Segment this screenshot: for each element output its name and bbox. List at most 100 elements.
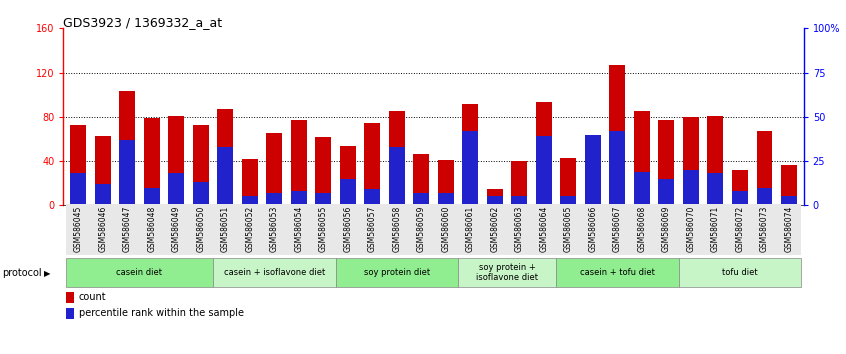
Bar	[438, 193, 453, 205]
Text: GSM586055: GSM586055	[319, 206, 327, 252]
Text: ▶: ▶	[44, 269, 51, 278]
Bar	[536, 136, 552, 205]
Bar	[95, 136, 111, 205]
Text: GSM586065: GSM586065	[564, 206, 573, 252]
Bar	[365, 124, 380, 205]
Text: GSM586053: GSM586053	[270, 206, 278, 252]
Bar	[756, 188, 772, 205]
Bar	[266, 193, 283, 205]
FancyBboxPatch shape	[556, 258, 678, 287]
Bar	[340, 145, 356, 205]
Text: GSM586069: GSM586069	[662, 206, 671, 252]
Text: GDS3923 / 1369332_a_at: GDS3923 / 1369332_a_at	[63, 16, 222, 29]
Bar	[560, 196, 576, 205]
Bar	[217, 109, 233, 205]
Text: GSM586060: GSM586060	[442, 206, 450, 252]
Text: GSM586073: GSM586073	[760, 206, 769, 252]
Bar	[168, 173, 184, 205]
Bar	[609, 65, 625, 205]
Bar	[536, 102, 552, 205]
Bar	[511, 161, 527, 205]
Bar	[389, 111, 404, 205]
Text: GSM586045: GSM586045	[74, 206, 83, 252]
Text: GSM586046: GSM586046	[98, 206, 107, 252]
Bar	[193, 125, 209, 205]
Text: GSM586058: GSM586058	[393, 206, 401, 252]
Text: GSM586064: GSM586064	[540, 206, 548, 252]
Bar	[119, 91, 135, 205]
Text: GSM586067: GSM586067	[613, 206, 622, 252]
Text: protocol: protocol	[2, 268, 41, 278]
Bar	[585, 135, 601, 205]
FancyBboxPatch shape	[66, 258, 213, 287]
Text: GSM586052: GSM586052	[245, 206, 255, 252]
Bar	[66, 204, 213, 255]
Bar	[414, 154, 429, 205]
Text: GSM586050: GSM586050	[196, 206, 206, 252]
Bar	[316, 193, 332, 205]
Bar	[193, 182, 209, 205]
Bar	[389, 147, 404, 205]
Text: tofu diet: tofu diet	[722, 268, 758, 277]
Bar	[95, 184, 111, 205]
FancyBboxPatch shape	[678, 258, 801, 287]
Text: casein diet: casein diet	[117, 268, 162, 277]
Bar	[683, 170, 699, 205]
Text: casein + isoflavone diet: casein + isoflavone diet	[223, 268, 325, 277]
Bar	[168, 116, 184, 205]
Text: GSM586074: GSM586074	[784, 206, 794, 252]
Text: GSM586057: GSM586057	[368, 206, 376, 252]
Bar	[781, 196, 797, 205]
Text: count: count	[79, 292, 107, 302]
Bar	[213, 204, 336, 255]
Text: GSM586066: GSM586066	[589, 206, 597, 252]
Bar	[634, 172, 650, 205]
Bar	[266, 133, 283, 205]
Bar	[658, 120, 674, 205]
Bar	[585, 159, 601, 205]
Bar	[707, 173, 723, 205]
Bar	[242, 159, 258, 205]
Text: GSM586068: GSM586068	[637, 206, 646, 252]
Text: GSM586059: GSM586059	[417, 206, 426, 252]
Bar	[556, 204, 678, 255]
Bar	[683, 117, 699, 205]
Text: GSM586071: GSM586071	[711, 206, 720, 252]
Text: GSM586072: GSM586072	[735, 206, 744, 252]
Text: percentile rank within the sample: percentile rank within the sample	[79, 308, 244, 318]
Bar	[217, 147, 233, 205]
Text: GSM586047: GSM586047	[123, 206, 132, 252]
Bar	[458, 204, 556, 255]
Bar	[634, 111, 650, 205]
Bar	[732, 170, 748, 205]
Bar	[291, 120, 307, 205]
Bar	[70, 125, 86, 205]
Bar	[678, 204, 801, 255]
Bar	[70, 173, 86, 205]
Text: GSM586061: GSM586061	[466, 206, 475, 252]
Bar	[658, 179, 674, 205]
Text: soy protein diet: soy protein diet	[364, 268, 430, 277]
Bar	[365, 189, 380, 205]
Text: GSM586048: GSM586048	[147, 206, 157, 252]
Bar	[144, 118, 160, 205]
Bar	[560, 158, 576, 205]
Text: GSM586063: GSM586063	[515, 206, 524, 252]
Bar	[438, 160, 453, 205]
Text: soy protein +
isoflavone diet: soy protein + isoflavone diet	[476, 263, 538, 282]
Bar	[487, 189, 503, 205]
Bar	[414, 193, 429, 205]
Text: GSM586056: GSM586056	[343, 206, 352, 252]
Bar	[511, 196, 527, 205]
Bar	[609, 131, 625, 205]
Bar	[144, 188, 160, 205]
Bar	[336, 204, 458, 255]
Bar	[463, 104, 478, 205]
Bar	[119, 140, 135, 205]
FancyBboxPatch shape	[458, 258, 556, 287]
Text: casein + tofu diet: casein + tofu diet	[580, 268, 655, 277]
Text: GSM586051: GSM586051	[221, 206, 230, 252]
Bar	[781, 166, 797, 205]
Bar	[316, 137, 332, 205]
Bar	[291, 191, 307, 205]
